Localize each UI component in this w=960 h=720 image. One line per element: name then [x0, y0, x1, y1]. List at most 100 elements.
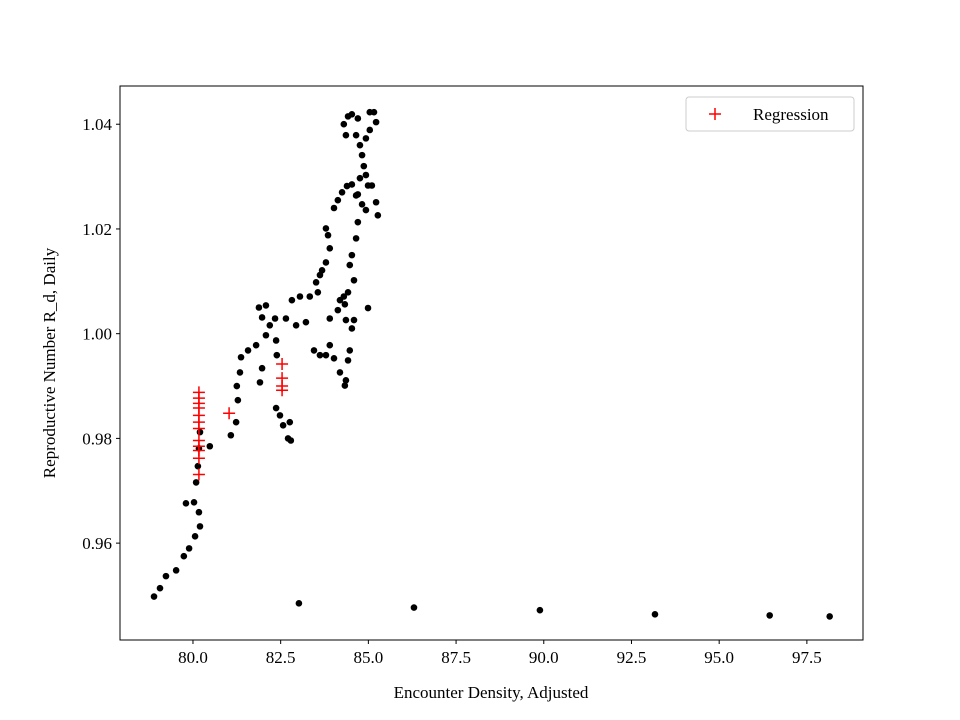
plot-frame: [119, 85, 864, 641]
point: [330, 354, 338, 362]
point: [362, 171, 370, 179]
plus-marker: [192, 468, 205, 481]
legend-marker: [709, 108, 721, 120]
point: [352, 192, 360, 199]
point: [258, 364, 266, 372]
y-tick-label: 1.00: [82, 325, 112, 344]
point: [195, 508, 203, 516]
point: [227, 431, 235, 439]
x-tick-label: 80.0: [178, 648, 208, 667]
point: [356, 141, 364, 149]
point: [282, 315, 290, 322]
point: [316, 351, 324, 359]
point: [288, 296, 296, 304]
point: [344, 357, 352, 364]
point: [350, 276, 358, 284]
y-tick-label: 1.02: [82, 220, 112, 239]
point: [272, 337, 280, 344]
point: [358, 151, 366, 159]
point: [362, 135, 370, 142]
point: [296, 293, 304, 300]
point: [162, 572, 170, 580]
point: [324, 231, 332, 239]
point: [341, 301, 349, 308]
point: [316, 271, 324, 279]
point: [180, 552, 188, 560]
x-tick-label: 85.0: [353, 648, 383, 667]
point: [287, 437, 295, 444]
x-axis-label: Encounter Density, Adjusted: [394, 683, 589, 702]
x-tick-label: 95.0: [704, 648, 734, 667]
point: [156, 584, 164, 592]
point: [326, 245, 334, 252]
point: [256, 379, 264, 386]
point: [314, 289, 322, 296]
point: [326, 341, 334, 349]
point: [185, 545, 193, 552]
point: [348, 110, 356, 118]
point: [262, 331, 270, 339]
point: [276, 412, 284, 419]
plus-marker: [192, 422, 205, 435]
legend-box: [685, 96, 855, 132]
point: [306, 293, 314, 300]
point: [348, 325, 356, 332]
point: [255, 304, 263, 311]
point: [194, 462, 202, 470]
point: [286, 418, 294, 426]
point: [536, 606, 544, 614]
point: [244, 347, 252, 354]
point: [338, 188, 346, 196]
point: [272, 404, 280, 412]
point: [334, 196, 342, 204]
x-tick-label: 87.5: [441, 648, 471, 667]
point: [352, 131, 360, 139]
point: [206, 442, 214, 450]
point: [346, 261, 354, 269]
point: [233, 382, 241, 390]
point: [766, 612, 773, 619]
point: [334, 306, 342, 314]
point: [352, 235, 360, 242]
point: [372, 118, 380, 126]
point: [348, 251, 356, 259]
point: [374, 212, 382, 219]
point: [310, 347, 318, 354]
point: [172, 567, 180, 574]
point: [273, 351, 281, 359]
point: [236, 369, 244, 376]
x-tick-label: 82.5: [266, 648, 296, 667]
point: [322, 259, 330, 266]
point: [266, 321, 274, 329]
point: [340, 293, 348, 300]
point: [372, 198, 380, 206]
point: [258, 314, 266, 321]
point: [232, 418, 240, 426]
x-tick-label: 90.0: [529, 648, 559, 667]
point: [366, 126, 374, 134]
point: [336, 369, 344, 376]
point: [302, 318, 310, 326]
point: [322, 225, 330, 232]
point: [312, 279, 320, 286]
point: [410, 604, 418, 611]
point: [354, 115, 362, 122]
plus-marker: [276, 384, 289, 397]
point: [292, 321, 300, 329]
point: [362, 206, 370, 214]
point: [330, 204, 338, 212]
point: [279, 422, 287, 429]
point: [350, 316, 358, 324]
point: [237, 353, 245, 361]
point: [354, 218, 362, 226]
point: [150, 593, 158, 600]
point: [370, 108, 378, 116]
point: [651, 611, 659, 618]
point: [340, 120, 348, 128]
point: [190, 498, 198, 506]
point: [364, 304, 372, 312]
point: [356, 174, 364, 182]
legend-label: Regression: [753, 105, 829, 124]
point: [271, 315, 279, 322]
